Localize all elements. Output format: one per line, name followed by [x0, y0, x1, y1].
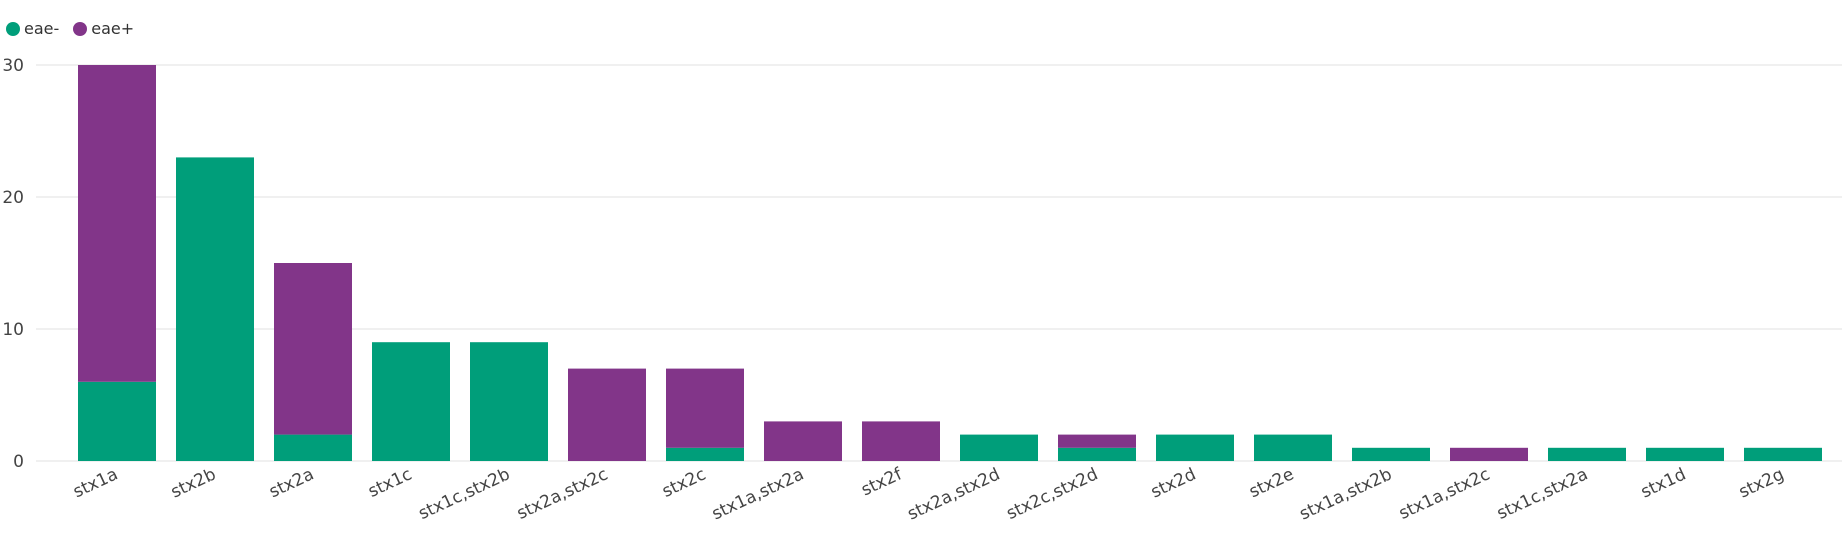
- bar-segment-eae-plus[interactable]: [568, 368, 646, 461]
- x-tick-label: stx1a,stx2a: [709, 464, 807, 524]
- x-tick-label: stx1a,stx2b: [1297, 464, 1396, 524]
- x-tick-label: stx2a,stx2c: [514, 464, 611, 524]
- bar-segment-eae-minus[interactable]: [1058, 447, 1136, 461]
- x-tick-label: stx1d: [1638, 464, 1689, 502]
- x-tick-label: stx1c: [365, 464, 415, 501]
- x-tick-label: stx2a: [266, 464, 317, 502]
- bar-segment-eae-minus[interactable]: [470, 342, 548, 461]
- bar-segment-eae-minus[interactable]: [1646, 447, 1724, 461]
- legend: eae- eae+: [6, 19, 134, 38]
- x-tick-label: stx2g: [1736, 464, 1787, 502]
- bar-segment-eae-minus[interactable]: [960, 434, 1038, 461]
- bar-segment-eae-plus[interactable]: [764, 421, 842, 461]
- legend-label-eae-plus: eae+: [91, 19, 135, 38]
- x-tick-label: stx1a,stx2c: [1396, 464, 1493, 524]
- bar-segment-eae-minus[interactable]: [1548, 447, 1626, 461]
- bar-segment-eae-plus[interactable]: [666, 368, 744, 448]
- x-tick-label: stx2e: [1246, 464, 1297, 502]
- y-tick-label: 30: [2, 56, 24, 76]
- bar-segment-eae-minus[interactable]: [78, 381, 156, 461]
- x-tick-label: stx1c,stx2a: [1494, 464, 1591, 524]
- bar-segment-eae-plus[interactable]: [274, 263, 352, 435]
- bar-segment-eae-plus[interactable]: [1058, 434, 1136, 448]
- legend-swatch-eae-plus: [73, 21, 88, 36]
- x-tick-label: stx1a: [70, 464, 121, 502]
- x-tick-label: stx2b: [168, 464, 219, 502]
- bar-segment-eae-plus[interactable]: [78, 65, 156, 382]
- legend-label-eae-minus: eae-: [24, 19, 60, 38]
- x-tick-label: stx2d: [1148, 464, 1199, 502]
- bar-segment-eae-minus[interactable]: [176, 157, 254, 461]
- x-tick-label: stx2f: [858, 464, 906, 500]
- bar-segment-eae-minus[interactable]: [1352, 447, 1430, 461]
- y-tick-label: 10: [2, 320, 24, 340]
- bar-segment-eae-plus[interactable]: [1450, 447, 1528, 461]
- y-tick-label: 20: [2, 188, 24, 208]
- bar-segment-eae-minus[interactable]: [1156, 434, 1234, 461]
- bar-segment-eae-minus[interactable]: [666, 447, 744, 461]
- bar-segment-eae-minus[interactable]: [372, 342, 450, 461]
- bar-segment-eae-plus[interactable]: [862, 421, 940, 461]
- y-tick-label: 0: [13, 452, 24, 472]
- bar-segment-eae-minus[interactable]: [1254, 434, 1332, 461]
- x-tick-label: stx2c,stx2d: [1004, 464, 1102, 524]
- bar-segment-eae-minus[interactable]: [274, 434, 352, 461]
- legend-item-eae-minus[interactable]: eae-: [6, 19, 59, 38]
- bar-segment-eae-minus[interactable]: [1744, 447, 1822, 461]
- x-tick-label: stx2a,stx2d: [905, 464, 1004, 524]
- legend-swatch-eae-minus: [6, 21, 20, 36]
- legend-item-eae-plus[interactable]: eae+: [73, 19, 134, 38]
- x-tick-label: stx2c: [659, 464, 709, 501]
- x-tick-label: stx1c,stx2b: [416, 464, 514, 524]
